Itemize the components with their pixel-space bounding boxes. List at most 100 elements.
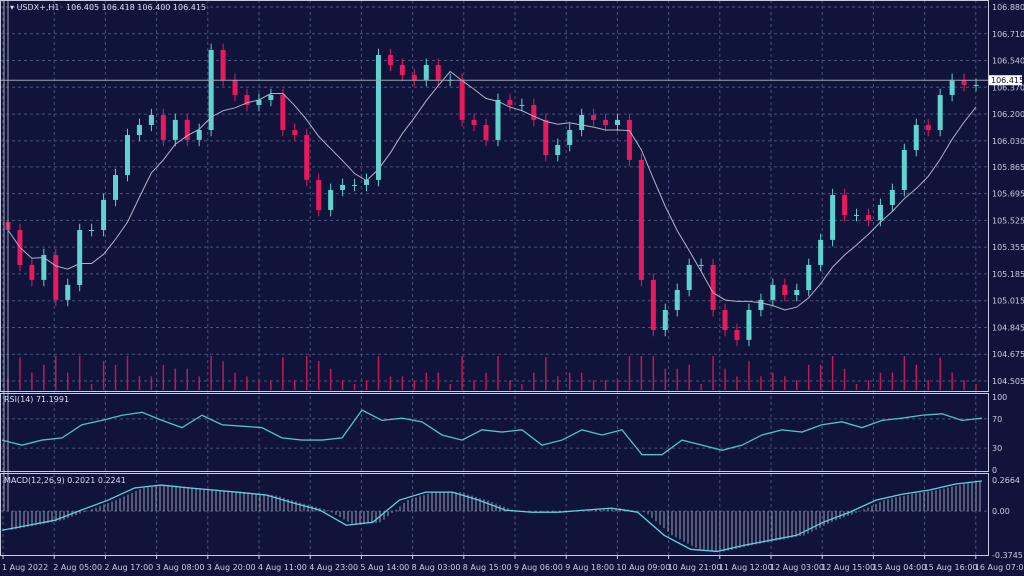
bull-candle	[208, 49, 214, 130]
macd-tick-label: -0.3745	[992, 551, 1023, 560]
bear-candle	[280, 95, 286, 130]
time-tick-label: 9 Aug 06:00	[514, 563, 563, 572]
time-tick-label: 1 Aug 2022	[2, 563, 48, 572]
price-tick-label: 105.865	[992, 163, 1024, 172]
price-tick-label: 105.015	[992, 297, 1024, 306]
bull-candle	[136, 124, 142, 136]
pane-border	[0, 393, 989, 472]
bull-candle	[662, 309, 668, 330]
bear-candle	[650, 279, 656, 330]
time-tick-label: 2 Aug 05:00	[53, 563, 102, 572]
price-tick-label: 105.355	[992, 243, 1024, 252]
rsi-tick-label: 30	[992, 444, 1002, 453]
current-price-box	[989, 75, 1022, 86]
rsi-tick-label: 0	[992, 466, 997, 475]
bear-candle	[626, 119, 632, 160]
bull-candle	[124, 135, 130, 176]
bull-candle	[375, 55, 381, 180]
bear-candle	[53, 255, 59, 300]
bull-candle	[423, 64, 429, 80]
bull-candle	[746, 309, 752, 340]
bear-candle	[220, 49, 226, 80]
price-tick-label: 105.185	[992, 270, 1024, 279]
macd-title: MACD(12,26,9) 0.2021 0.2241	[4, 476, 126, 485]
price-tick-label: 104.675	[992, 350, 1024, 359]
bear-candle	[531, 104, 537, 120]
bull-candle	[268, 95, 274, 100]
pane-border	[0, 473, 989, 556]
bull-candle	[806, 264, 812, 290]
macd-signal-line	[1, 480, 983, 553]
moving-average-line	[7, 70, 977, 311]
time-tick-label: 10 Aug 09:00	[616, 563, 670, 572]
time-tick-label: 3 Aug 08:00	[156, 563, 205, 572]
bear-candle	[638, 159, 644, 280]
bull-candle	[101, 199, 107, 230]
bear-candle	[160, 115, 166, 140]
price-tick-label: 104.845	[992, 323, 1024, 332]
bull-candle	[614, 119, 620, 125]
bear-candle	[411, 75, 417, 80]
bear-candle	[782, 284, 788, 296]
bull-candle	[196, 129, 202, 140]
bear-candle	[435, 64, 441, 80]
bear-candle	[316, 179, 322, 210]
bear-candle	[184, 119, 190, 140]
time-tick-label: 4 Aug 11:00	[258, 563, 307, 572]
bull-candle	[794, 289, 800, 296]
bull-candle	[674, 289, 680, 310]
time-tick-label: 3 Aug 20:00	[207, 563, 256, 572]
bull-candle	[889, 189, 895, 205]
bull-candle	[877, 204, 883, 220]
price-tick-label: 106.030	[992, 137, 1024, 146]
bear-candle	[543, 119, 549, 156]
bull-candle	[340, 184, 346, 190]
bear-candle	[865, 215, 871, 220]
bear-candle	[244, 95, 250, 105]
bear-candle	[925, 124, 931, 130]
bear-candle	[471, 119, 477, 125]
bear-candle	[304, 135, 310, 180]
macd-tick-label: 0.2664	[992, 476, 1020, 485]
price-tick-label: 106.710	[992, 30, 1024, 39]
bull-candle	[854, 215, 860, 217]
rsi-line	[1, 409, 983, 456]
time-tick-label: 4 Aug 23:00	[309, 563, 358, 572]
bear-candle	[591, 115, 597, 120]
bull-candle	[328, 189, 334, 210]
bear-candle	[292, 129, 298, 136]
time-tick-label: 12 Aug 15:00	[821, 563, 875, 572]
bear-candle	[507, 99, 513, 105]
bear-candle	[232, 79, 238, 96]
bull-candle	[113, 175, 119, 200]
bull-candle	[818, 239, 824, 265]
rsi-tick-label: 70	[992, 415, 1002, 424]
rsi-title: RSI(14) 71.1991	[4, 395, 69, 404]
bear-candle	[29, 264, 35, 280]
bull-candle	[913, 124, 919, 150]
current-price-label: 106.415	[991, 76, 1024, 85]
bull-candle	[686, 264, 692, 290]
pane-border	[0, 0, 989, 392]
time-tick-label: 10 Aug 21:00	[668, 563, 722, 572]
time-tick-label: 9 Aug 18:00	[565, 563, 614, 572]
bear-candle	[722, 309, 728, 330]
time-tick-label: 16 Aug 07:00	[975, 563, 1024, 572]
bull-candle	[519, 104, 525, 106]
candles	[5, 43, 979, 347]
bull-candle	[973, 84, 979, 86]
bull-candle	[148, 115, 154, 125]
price-tick-label: 106.540	[992, 57, 1024, 66]
rsi-tick-label: 100	[992, 393, 1007, 402]
time-tick-label: 5 Aug 14:00	[360, 563, 409, 572]
price-tick-label: 105.525	[992, 216, 1024, 225]
price-tick-label: 106.370	[992, 83, 1024, 92]
bear-candle	[387, 55, 393, 65]
bull-candle	[555, 144, 561, 156]
bull-candle	[949, 79, 955, 96]
bear-candle	[399, 64, 405, 76]
bear-candle	[961, 79, 967, 85]
bull-candle	[579, 115, 585, 130]
bear-candle	[459, 79, 465, 120]
